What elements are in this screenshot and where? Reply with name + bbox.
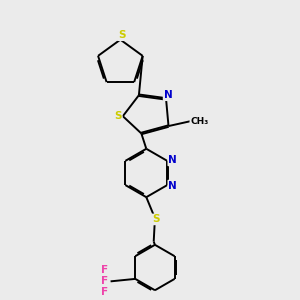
Text: N: N	[168, 155, 177, 165]
Text: F: F	[101, 276, 108, 286]
Text: N: N	[164, 90, 172, 100]
Text: N: N	[168, 181, 177, 190]
Text: CH₃: CH₃	[190, 117, 208, 126]
Text: F: F	[101, 287, 108, 298]
Text: S: S	[152, 214, 160, 224]
Text: S: S	[118, 30, 125, 40]
Text: F: F	[101, 265, 108, 275]
Text: S: S	[114, 111, 122, 121]
